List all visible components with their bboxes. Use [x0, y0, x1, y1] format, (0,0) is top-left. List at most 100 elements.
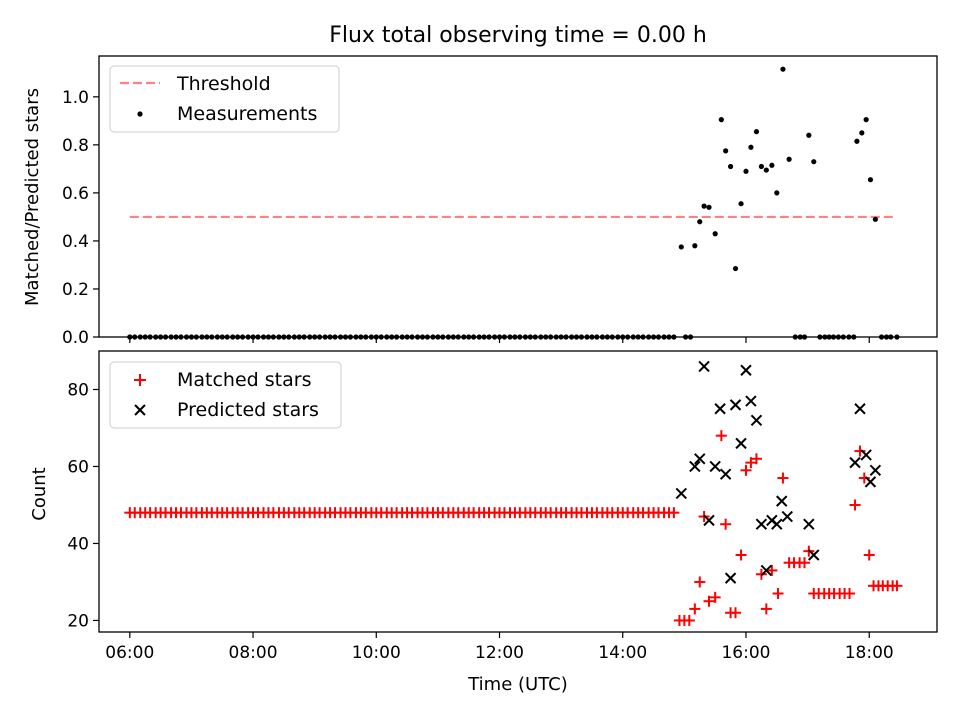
top-panel: 0.0 0.2 0.4 0.6 0.8 1.0 Matched/Predicted sta… [22, 55, 938, 348]
predicted-star-point [771, 518, 783, 530]
legend-measurements-label: Measurements [177, 103, 317, 125]
x-tick-label: 16:00 [721, 643, 770, 663]
measurement-point [774, 190, 780, 196]
measurement-point [806, 132, 812, 138]
matched-star-point [689, 603, 701, 615]
measurement-point [753, 129, 760, 135]
predicted-star-point [776, 495, 788, 507]
measurement-point [723, 148, 729, 154]
predicted-star-point [869, 464, 882, 477]
measurement-point [701, 203, 707, 209]
measurement-point [863, 117, 869, 123]
predicted-star-point [860, 449, 872, 461]
measurement-point [748, 144, 754, 150]
legend-predicted-label: Predicted stars [177, 399, 319, 421]
measurement-point [697, 219, 703, 225]
x-tick-label: 14:00 [598, 643, 647, 663]
matched-star-point [799, 557, 811, 569]
legend-matched-swatch [134, 374, 146, 386]
predicted-star-point [745, 395, 757, 407]
predicted-star-point [760, 564, 773, 577]
top-y-tick-label: 0.0 [62, 328, 89, 348]
bottom-panel: 06:00 08:00 10:00 12:00 14:00 16:00 18:00 20 40… [29, 350, 938, 695]
predicted-star-point [709, 460, 721, 473]
predicted-star-point [694, 453, 706, 465]
matched-star-point [683, 614, 695, 626]
measurement-point [872, 216, 878, 222]
matched-star-point [777, 472, 789, 484]
measurement-point [758, 163, 764, 170]
matched-star-point [694, 576, 706, 588]
bottom-y-tick-label: 20 [67, 611, 89, 631]
predicted-star-point [864, 476, 877, 488]
legend-matched-label: Matched stars [177, 369, 311, 391]
matched-star-point [735, 549, 747, 561]
measurement-point [743, 168, 749, 174]
top-y-tick-label: 0.8 [62, 136, 89, 156]
matched-star-point [740, 464, 752, 476]
predicted-star-point [735, 437, 747, 450]
measurement-point [769, 162, 775, 168]
bottom-plot-area [124, 360, 903, 626]
figure-title: Flux total observing time = 0.00 h [329, 23, 707, 48]
predicted-star-point [698, 360, 710, 373]
matched-star-point [863, 549, 875, 561]
predicted-star-point [714, 403, 726, 415]
measurement-point [763, 167, 769, 173]
measurement-point [678, 244, 684, 250]
predicted-star-point [729, 399, 742, 411]
bottom-y-tick-label: 60 [67, 457, 89, 477]
x-tick-label: 18:00 [845, 643, 894, 663]
top-ylabel: Matched/Predicted stars [22, 88, 43, 306]
x-tick-label: 10:00 [352, 643, 401, 663]
matched-star-point [849, 499, 861, 511]
predicted-star-point [740, 364, 752, 376]
predicted-star-point [703, 514, 715, 527]
top-axes-frame [98, 55, 938, 338]
x-tick-label: 12:00 [475, 643, 524, 663]
legend-measurements-swatch [137, 111, 143, 117]
measurement-point [786, 156, 792, 162]
measurement-point [712, 231, 718, 237]
matched-star-point [730, 607, 742, 619]
x-axis-label: Time (UTC) [467, 674, 568, 695]
legend-predicted-swatch [134, 404, 146, 416]
matched-star-point [760, 603, 772, 615]
bottom-y-tick-label: 80 [67, 380, 89, 400]
predicted-star-point [854, 403, 866, 415]
predicted-star-point [808, 549, 820, 561]
top-x-ticks [129, 337, 870, 343]
matched-star-point [844, 588, 856, 600]
matched-star-point [668, 507, 680, 519]
top-legend-box [109, 65, 340, 133]
matched-star-point [715, 430, 727, 442]
x-tick-label: 08:00 [229, 643, 278, 663]
top-y-tick-label: 0.2 [62, 280, 89, 300]
measurement-point [706, 204, 712, 210]
matched-star-point [772, 588, 784, 600]
top-y-tick-label: 1.0 [62, 88, 89, 108]
measurement-point [859, 130, 865, 136]
measurement-point [732, 265, 739, 272]
predicted-star-point [750, 414, 763, 426]
bottom-x-ticks: 06:00 08:00 10:00 12:00 14:00 16:00 18:00 [105, 632, 894, 663]
top-legend: Threshold Measurements [109, 65, 340, 133]
predicted-star-point [675, 487, 687, 500]
measurement-point [727, 163, 734, 170]
matched-star-point [766, 564, 778, 576]
matched-star-point [745, 457, 757, 469]
matched-star-point [720, 518, 732, 530]
matched-star-point [703, 595, 715, 607]
matched-star-point [709, 591, 721, 603]
top-y-tick-label: 0.4 [62, 232, 89, 252]
measurement-point [780, 66, 786, 72]
predicted-star-point [689, 460, 701, 473]
matched-star-point [891, 580, 903, 592]
legend-threshold-label: Threshold [176, 73, 271, 95]
bottom-ylabel: Count [29, 467, 50, 520]
bottom-legend: Matched stars Predicted stars [109, 361, 342, 429]
bottom-axes-frame [98, 350, 938, 633]
predicted-star-point [719, 468, 732, 480]
top-y-ticks: 0.0 0.2 0.4 0.6 0.8 1.0 [62, 88, 99, 348]
